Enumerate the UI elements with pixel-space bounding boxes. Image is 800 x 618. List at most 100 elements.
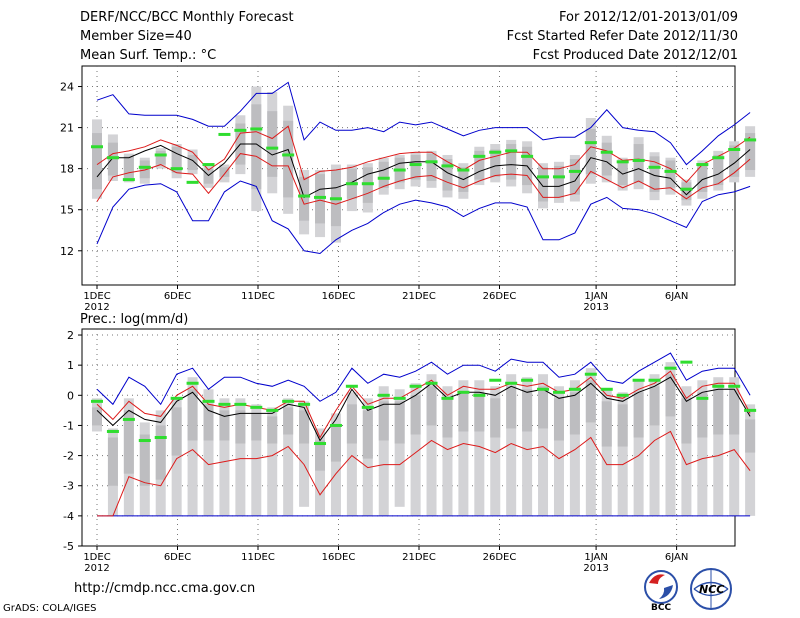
- quartile-bar: [617, 404, 628, 447]
- marker-point: [345, 182, 358, 186]
- bcc-logo: BCC: [638, 566, 684, 616]
- y-tick-label: 12: [60, 245, 74, 258]
- forecast-produced-date: Fcst Produced Date 2012/12/01: [532, 48, 738, 63]
- marker-point: [106, 156, 119, 160]
- x-tick-label: 26DEC: [483, 291, 517, 302]
- x-tick-label: 21DEC: [402, 291, 436, 302]
- quartile-bar: [633, 144, 644, 183]
- x-tick-label: 16DEC: [322, 552, 356, 563]
- spread-bar: [203, 389, 214, 516]
- quartile-bar: [729, 145, 740, 177]
- quartile-bar: [267, 111, 278, 177]
- marker-point: [744, 408, 757, 412]
- quartile-bar: [410, 154, 421, 180]
- quartile-bar: [553, 165, 564, 198]
- marker-point: [552, 175, 565, 179]
- quartile-bar: [490, 398, 501, 438]
- source-url[interactable]: http://cmdp.ncc.cma.gov.cn: [74, 581, 256, 596]
- marker-point: [329, 423, 342, 427]
- marker-point: [138, 165, 151, 169]
- quartile-bar: [251, 413, 262, 441]
- marker-point: [568, 169, 581, 173]
- quartile-bar: [681, 182, 692, 201]
- spread-bar: [346, 392, 357, 516]
- marker-point: [393, 168, 406, 172]
- x-tick-year-label: 2012: [84, 302, 109, 313]
- quartile-bar: [107, 437, 118, 486]
- marker-point: [616, 160, 629, 164]
- spread-bar: [378, 386, 389, 516]
- quartile-bar: [553, 398, 564, 441]
- quartile-bar: [697, 163, 708, 192]
- marker-point: [696, 163, 709, 167]
- marker-point: [186, 381, 199, 385]
- spread-bar: [681, 386, 692, 516]
- marker-point: [728, 384, 741, 388]
- marker-point: [473, 393, 486, 397]
- quartile-bar: [713, 389, 724, 435]
- spread-bar: [171, 398, 182, 516]
- marker-point: [202, 163, 215, 167]
- quartile-bar: [442, 159, 453, 191]
- marker-point: [600, 387, 613, 391]
- quartile-bar: [139, 434, 150, 486]
- marker-point: [489, 150, 502, 154]
- quartile-bar: [745, 133, 756, 171]
- quartile-bar: [665, 160, 676, 188]
- marker-point: [584, 141, 597, 145]
- quartile-bar: [522, 389, 533, 432]
- quartile-bar: [123, 156, 134, 179]
- quartile-bar: [299, 410, 310, 444]
- quartile-bar: [649, 156, 660, 192]
- spread-bar: [330, 413, 341, 516]
- x-tick-label: 1DEC: [83, 552, 110, 563]
- quartile-bar: [203, 168, 214, 184]
- marker-point: [632, 378, 645, 382]
- quartile-bar: [378, 401, 389, 441]
- marker-point: [552, 390, 565, 394]
- quartile-bar: [601, 142, 612, 176]
- spread-bar: [522, 377, 533, 516]
- quartile-bar: [187, 154, 198, 171]
- quartile-bar: [235, 410, 246, 444]
- quartile-bar: [506, 144, 517, 180]
- marker-point: [122, 178, 135, 182]
- marker-point: [377, 393, 390, 397]
- marker-point: [521, 378, 534, 382]
- forecast-period: For 2012/12/01-2013/01/09: [559, 10, 738, 25]
- marker-point: [457, 168, 470, 172]
- marker-point: [234, 402, 247, 406]
- quartile-bar: [442, 398, 453, 438]
- quartile-bar: [330, 425, 341, 462]
- marker-point: [250, 127, 263, 131]
- precipitation-panel-title: Prec.: log(mm/d): [80, 312, 188, 327]
- quartile-bar: [394, 401, 405, 444]
- marker-point: [568, 387, 581, 391]
- quartile-bar: [92, 133, 102, 190]
- x-tick-label: 1JAN: [584, 552, 607, 563]
- marker-point: [154, 436, 167, 439]
- marker-point: [425, 160, 438, 164]
- marker-point: [91, 399, 103, 403]
- spread-bar: [729, 377, 740, 516]
- spread-bar: [410, 383, 421, 516]
- x-tick-label: 11DEC: [241, 291, 275, 302]
- quartile-bar: [538, 386, 549, 429]
- x-tick-year-label: 2012: [84, 563, 109, 574]
- marker-point: [393, 396, 406, 400]
- marker-point: [170, 396, 183, 400]
- y-tick-label: -5: [63, 540, 74, 553]
- y-tick-label: 2: [67, 329, 74, 342]
- quartile-bar: [617, 161, 628, 186]
- quartile-bar: [601, 401, 612, 447]
- x-tick-label: 21DEC: [402, 552, 436, 563]
- y-tick-label: 21: [60, 122, 74, 135]
- mean-line: [96, 143, 751, 199]
- marker-point: [106, 429, 119, 433]
- quartile-bar: [506, 386, 517, 429]
- marker-point: [680, 360, 693, 364]
- marker-point: [505, 149, 518, 153]
- spread-bar: [458, 380, 469, 516]
- quartile-bar: [681, 398, 692, 444]
- spread-bar: [442, 386, 453, 516]
